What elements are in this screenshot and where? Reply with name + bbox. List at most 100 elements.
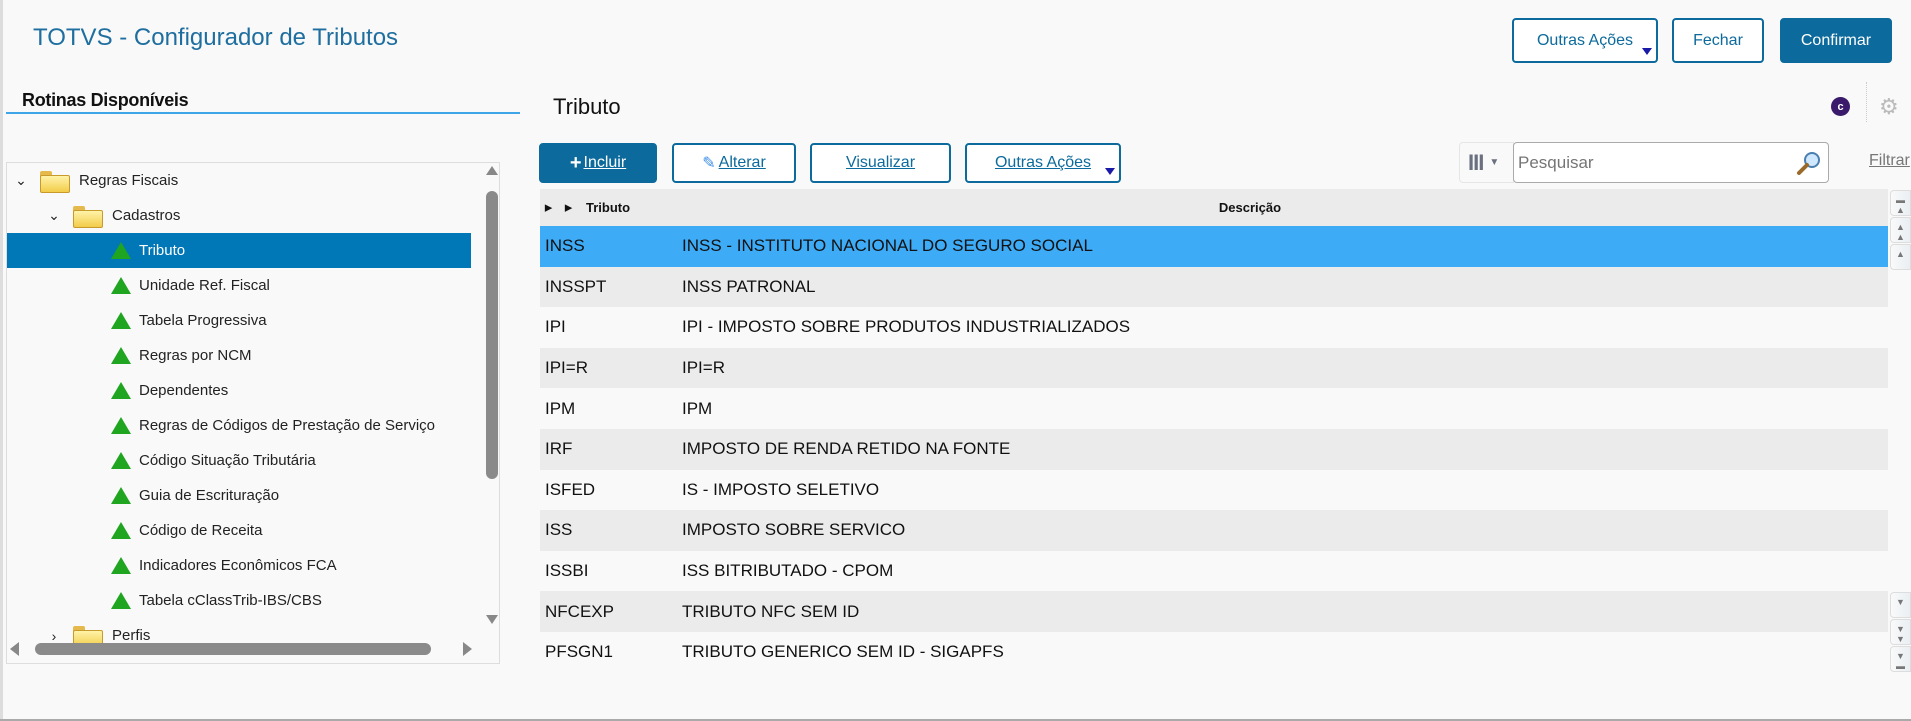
- tree-node[interactable]: Dependentes: [7, 373, 471, 408]
- column-header-tributo[interactable]: Tributo: [586, 200, 631, 215]
- tree-hscroll-thumb[interactable]: [35, 643, 431, 655]
- chevron-down-icon[interactable]: ⌄: [48, 207, 60, 223]
- column-header-descricao[interactable]: Descrição: [1218, 200, 1282, 215]
- table-row[interactable]: IPI=R IPI=R: [540, 347, 1888, 389]
- include-button[interactable]: + Incluir: [539, 143, 657, 183]
- tree-node[interactable]: Tabela Progressiva: [7, 303, 471, 338]
- app-title: TOTVS - Configurador de Tributos: [33, 24, 399, 51]
- scroll-bottom-button[interactable]: ▼ ▬: [1890, 646, 1911, 672]
- routine-icon: [111, 592, 131, 609]
- other-actions-label: Outras Ações: [994, 154, 1092, 171]
- view-label: Visualizar: [845, 154, 916, 171]
- gear-icon[interactable]: ⚙: [1879, 94, 1899, 119]
- cell-descricao: IPI - IMPOSTO SOBRE PRODUTOS INDUSTRIALI…: [682, 317, 1131, 337]
- table-row[interactable]: PFSGN1 TRIBUTO GENERICO SEM ID - SIGAPFS: [540, 632, 1888, 673]
- tree-vertical-scrollbar[interactable]: [483, 163, 500, 628]
- chevron-down-icon[interactable]: ⌄: [15, 172, 27, 188]
- cell-descricao: IMPOSTO SOBRE SERVICO: [682, 520, 906, 540]
- cell-tributo: IPI=R: [545, 358, 588, 378]
- sort-arrow-icon[interactable]: ▶: [545, 202, 552, 212]
- cell-descricao: IPM: [682, 398, 713, 418]
- page-up-button[interactable]: ▲ ▲: [1890, 217, 1911, 243]
- table-row[interactable]: INSSPT INSS PATRONAL: [540, 266, 1888, 308]
- scroll-down-button[interactable]: ▼: [1890, 592, 1911, 618]
- header-other-actions-label: Outras Ações: [1536, 31, 1634, 49]
- column-selector[interactable]: III ▼: [1459, 142, 1514, 183]
- cell-descricao: TRIBUTO GENERICO SEM ID - SIGAPFS: [682, 642, 1004, 662]
- scroll-left-icon[interactable]: [10, 642, 19, 656]
- tree-node-label: Regras por NCM: [139, 347, 252, 364]
- columns-icon: III: [1468, 149, 1484, 175]
- tree-node[interactable]: ⌄ Cadastros: [7, 198, 471, 233]
- search-input[interactable]: [1518, 152, 1788, 173]
- routine-tree: ⌄ Regras Fiscais ⌄ Cadastros Tributo Unidade …: [6, 162, 500, 664]
- tree-node-label: Guia de Escrituração: [139, 487, 280, 504]
- caret-down-icon: [1105, 168, 1115, 175]
- cell-descricao: ISS BITRIBUTADO - CPOM: [682, 561, 894, 581]
- table-row[interactable]: IRF IMPOSTO DE RENDA RETIDO NA FONTE: [540, 428, 1888, 470]
- tree-horizontal-scrollbar[interactable]: [7, 639, 500, 663]
- tree-node[interactable]: ⌄ Regras Fiscais: [7, 163, 471, 198]
- cell-tributo: PFSGN1: [545, 642, 614, 662]
- tree-node[interactable]: Tributo: [7, 233, 471, 268]
- cell-tributo: IPM: [545, 398, 576, 418]
- tree-node[interactable]: Código Situação Tributária: [7, 443, 471, 478]
- scroll-up-button[interactable]: ▲: [1890, 244, 1911, 270]
- cell-tributo: NFCEXP: [545, 601, 614, 621]
- close-button[interactable]: Fechar: [1672, 18, 1764, 63]
- tree-node[interactable]: Indicadores Econômicos FCA: [7, 548, 471, 583]
- sidebar-title-underline: [6, 112, 520, 114]
- view-button[interactable]: Visualizar: [810, 143, 951, 183]
- edit-label: Alterar: [718, 154, 766, 171]
- bottom-border: [0, 719, 1911, 721]
- routine-icon: [111, 487, 131, 504]
- cell-descricao: TRIBUTO NFC SEM ID: [682, 601, 860, 621]
- other-actions-button[interactable]: Outras Ações: [965, 143, 1121, 183]
- cell-tributo: IPI: [545, 317, 566, 337]
- tree-vscroll-thumb[interactable]: [486, 191, 498, 479]
- routine-icon: [111, 312, 131, 329]
- page-down-button[interactable]: ▼ ▼: [1890, 619, 1911, 645]
- chevron-right-icon[interactable]: ›: [51, 627, 57, 644]
- caret-down-icon: [1642, 48, 1652, 55]
- table-row[interactable]: INSS INSS - INSTITUTO NACIONAL DO SEGURO …: [540, 226, 1888, 267]
- tree-node[interactable]: Unidade Ref. Fiscal: [7, 268, 471, 303]
- scroll-up-icon[interactable]: [486, 166, 498, 175]
- tree-node-label: Unidade Ref. Fiscal: [139, 277, 270, 294]
- tree-node-label: Regras Fiscais: [79, 172, 179, 189]
- pencil-icon: ✎: [702, 155, 716, 172]
- tree-node[interactable]: Tabela cClassTrib-IBS/CBS: [7, 583, 471, 618]
- filter-link[interactable]: Filtrar: [1869, 152, 1910, 169]
- tree-node[interactable]: Regras de Códigos de Prestação de Serviç…: [7, 408, 471, 443]
- header-other-actions-button[interactable]: Outras Ações: [1512, 18, 1658, 63]
- tree-node-label: Cadastros: [112, 207, 181, 224]
- search-icon[interactable]: [1796, 150, 1822, 176]
- table-row[interactable]: ISFED IS - IMPOSTO SELETIVO: [540, 470, 1888, 511]
- scroll-top-button[interactable]: ▬ ▲: [1890, 190, 1911, 216]
- tax-grid: ▶ Tributo ▶ Descrição INSS INSS - INSTITU…: [540, 189, 1888, 673]
- table-row[interactable]: IPM IPM: [540, 388, 1888, 429]
- cell-tributo: INSS: [545, 236, 585, 256]
- scroll-right-icon[interactable]: [463, 642, 472, 656]
- routine-icon: [111, 277, 131, 294]
- tree-node[interactable]: Guia de Escrituração: [7, 478, 471, 513]
- tree-node[interactable]: Código de Receita: [7, 513, 471, 548]
- confirm-button[interactable]: Confirmar: [1780, 18, 1892, 63]
- grid-header: ▶ Tributo ▶ Descrição: [540, 189, 1888, 226]
- table-row[interactable]: IPI IPI - IMPOSTO SOBRE PRODUTOS INDUSTRI…: [540, 307, 1888, 348]
- search-field[interactable]: [1513, 142, 1829, 183]
- routine-icon: [111, 522, 131, 539]
- table-row[interactable]: ISSBI ISS BITRIBUTADO - CPOM: [540, 551, 1888, 592]
- edit-button[interactable]: ✎ Alterar: [672, 143, 796, 183]
- sidebar-title: Rotinas Disponíveis: [22, 90, 189, 110]
- sort-arrow-icon[interactable]: ▶: [565, 202, 572, 212]
- cell-descricao: INSS PATRONAL: [682, 276, 816, 296]
- tree-node-label: Regras de Códigos de Prestação de Serviç…: [139, 417, 436, 434]
- tree-node-label: Dependentes: [139, 382, 229, 399]
- tree-node-label: Tributo: [139, 242, 186, 259]
- table-row[interactable]: ISS IMPOSTO SOBRE SERVICO: [540, 510, 1888, 551]
- tree-node[interactable]: Regras por NCM: [7, 338, 471, 373]
- scroll-down-icon[interactable]: [486, 615, 498, 624]
- table-row[interactable]: NFCEXP TRIBUTO NFC SEM ID: [540, 591, 1888, 632]
- assistant-icon[interactable]: c: [1831, 97, 1850, 116]
